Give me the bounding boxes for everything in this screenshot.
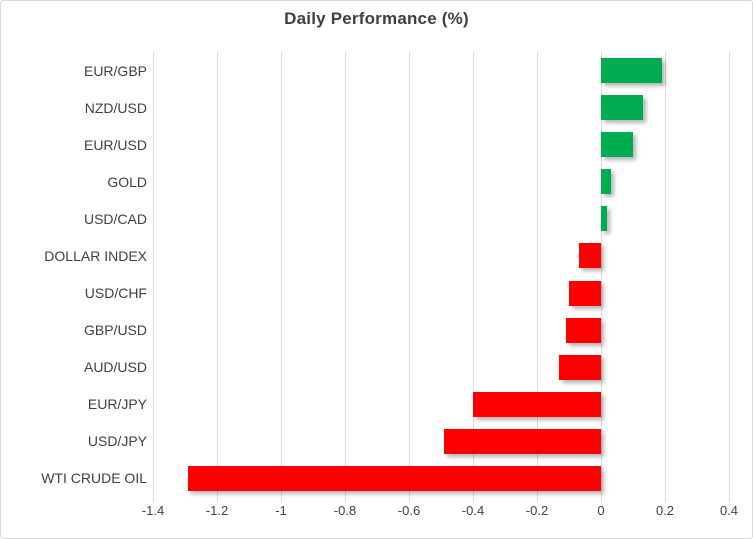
- axis-tick: [729, 497, 730, 502]
- gridline: [153, 52, 154, 497]
- axis-tick: [345, 497, 346, 502]
- category-label-eur-usd: EUR/USD: [83, 136, 147, 153]
- axis-tick: [217, 497, 218, 502]
- bar-eur-gbp: [601, 58, 662, 84]
- gridline: [281, 52, 282, 497]
- axis-tick: [473, 497, 474, 502]
- category-label-gold: GOLD: [107, 173, 147, 190]
- bar-eur-usd: [601, 132, 633, 158]
- category-label-aud-usd: AUD/USD: [83, 359, 147, 376]
- category-label-eur-jpy: EUR/JPY: [87, 396, 147, 413]
- bar-eur-jpy: [473, 391, 601, 417]
- category-label-gbp-usd: GBP/USD: [83, 322, 147, 339]
- gridline: [537, 52, 538, 497]
- x-tick-label: -1: [275, 503, 287, 518]
- bar-usd-cad: [601, 206, 608, 232]
- x-tick-label: -1.4: [141, 503, 165, 518]
- x-tick-label: -0.4: [461, 503, 485, 518]
- axis-tick: [537, 497, 538, 502]
- axis-tick: [601, 497, 602, 502]
- category-label-usd-chf: USD/CHF: [84, 285, 147, 302]
- gridline: [601, 52, 602, 497]
- x-tick-label: -0.2: [525, 503, 549, 518]
- category-label-wti-crude-oil: WTI CRUDE OIL: [41, 470, 147, 487]
- x-tick-label: -1.2: [205, 503, 229, 518]
- category-label-usd-cad: USD/CAD: [83, 210, 147, 227]
- bar-gbp-usd: [565, 317, 601, 343]
- axis-tick: [665, 497, 666, 502]
- bar-usd-jpy: [444, 428, 601, 454]
- gridline: [345, 52, 346, 497]
- category-label-dollar-index: DOLLAR INDEX: [44, 247, 147, 264]
- axis-tick: [153, 497, 154, 502]
- bar-wti-crude-oil: [188, 465, 601, 491]
- bar-nzd-usd: [601, 95, 643, 121]
- category-label-usd-jpy: USD/JPY: [87, 433, 147, 450]
- category-label-nzd-usd: NZD/USD: [84, 99, 147, 116]
- bar-dollar-index: [578, 243, 601, 269]
- category-label-eur-gbp: EUR/GBP: [83, 62, 147, 79]
- bar-usd-chf: [569, 280, 601, 306]
- gridline: [473, 52, 474, 497]
- gridline: [217, 52, 218, 497]
- chart-title: Daily Performance (%): [284, 9, 469, 28]
- x-tick-label: 0: [597, 503, 605, 518]
- gridline: [665, 52, 666, 497]
- x-tick-label: -0.8: [333, 503, 357, 518]
- x-tick-label: 0.2: [655, 503, 675, 518]
- bar-aud-usd: [559, 354, 601, 380]
- x-tick-label: 0.4: [719, 503, 739, 518]
- gridline: [409, 52, 410, 497]
- x-tick-label: -0.6: [397, 503, 421, 518]
- axis-tick: [409, 497, 410, 502]
- axis-tick: [281, 497, 282, 502]
- bar-gold: [601, 169, 611, 195]
- gridline: [729, 52, 730, 497]
